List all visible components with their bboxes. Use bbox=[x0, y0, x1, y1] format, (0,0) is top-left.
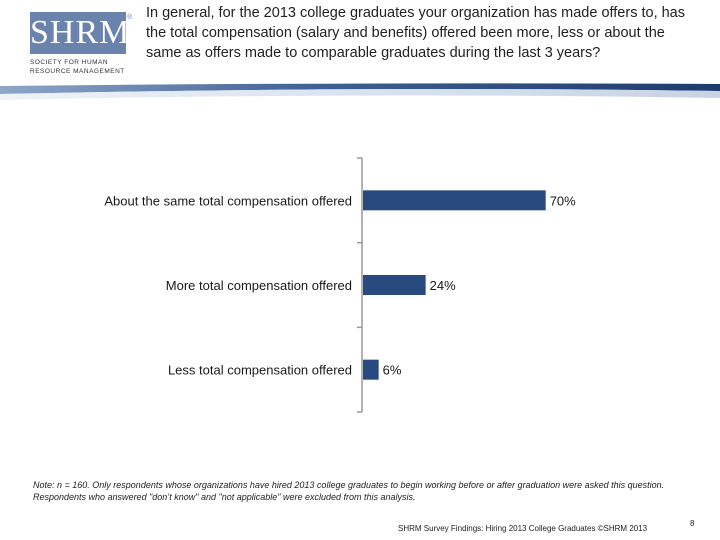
shrm-logo: SHRM ® Society for Human Resource Manage… bbox=[30, 12, 134, 86]
logo-subtitle-line2: Resource Management bbox=[30, 68, 125, 75]
logo-letters: SHRM bbox=[30, 14, 131, 51]
page-number: 8 bbox=[690, 519, 695, 528]
bar-1 bbox=[363, 190, 546, 211]
category-label-3: Less total compensation offered bbox=[168, 363, 352, 378]
survey-note: Note: n = 160. Only respondents whose or… bbox=[33, 480, 665, 502]
category-label-1: About the same total compensation offere… bbox=[104, 193, 352, 208]
header-band bbox=[0, 83, 720, 100]
data-label-1: 70% bbox=[550, 193, 576, 208]
question-text: In general, for the 2013 college graduat… bbox=[146, 5, 685, 61]
compensation-bar-chart: About the same total compensation offere… bbox=[104, 157, 576, 413]
footer-citation: SHRM Survey Findings: Hiring 2013 Colleg… bbox=[398, 524, 648, 533]
logo-registered-mark: ® bbox=[127, 14, 133, 21]
logo-subtitle-line1: Society for Human bbox=[30, 59, 109, 66]
logo-subtitle: Society for Human Resource Management bbox=[30, 58, 126, 76]
data-label-2: 24% bbox=[430, 278, 456, 293]
data-label-3: 6% bbox=[383, 363, 402, 378]
logo-box: SHRM bbox=[30, 12, 131, 54]
bar-3 bbox=[363, 359, 379, 380]
category-label-2: More total compensation offered bbox=[166, 278, 352, 293]
bar-2 bbox=[363, 275, 426, 295]
